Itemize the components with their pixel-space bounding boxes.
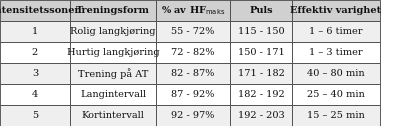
Bar [292,42,380,63]
Text: Langintervall: Langintervall [80,90,146,99]
Text: 150 - 171: 150 - 171 [238,48,284,57]
Text: Rolig langkjøring: Rolig langkjøring [70,27,156,36]
Bar [0,63,70,84]
Bar [156,105,230,126]
Text: 171 - 182: 171 - 182 [238,69,284,78]
Text: 182 - 192: 182 - 192 [238,90,284,99]
Text: 3: 3 [32,69,38,78]
Text: Hurtig langkjøring: Hurtig langkjøring [67,48,159,57]
Bar [156,84,230,105]
Text: Puls: Puls [249,6,273,15]
Bar [0,21,70,42]
Bar [70,63,156,84]
Text: 2: 2 [32,48,38,57]
Text: % av HF$_\mathrm{maks}$: % av HF$_\mathrm{maks}$ [161,4,225,17]
Text: 82 - 87%: 82 - 87% [171,69,215,78]
Text: 40 – 80 min: 40 – 80 min [307,69,365,78]
Text: 1 – 3 timer: 1 – 3 timer [309,48,363,57]
Text: 5: 5 [32,111,38,120]
Text: Treningsform: Treningsform [76,6,150,15]
Bar [292,21,380,42]
Bar [0,42,70,63]
Text: Trening på AT: Trening på AT [78,68,148,79]
Bar [156,63,230,84]
Text: Intensitetssoner: Intensitetssoner [0,6,80,15]
Bar [0,105,70,126]
Bar [230,105,292,126]
Text: 25 – 40 min: 25 – 40 min [307,90,365,99]
Text: 1: 1 [32,27,38,36]
Bar [0,0,70,21]
Bar [292,84,380,105]
Bar [292,105,380,126]
Bar [230,0,292,21]
Bar [292,63,380,84]
Bar [70,84,156,105]
Bar [70,42,156,63]
Text: 192 - 203: 192 - 203 [238,111,284,120]
Bar [156,0,230,21]
Text: 55 - 72%: 55 - 72% [171,27,215,36]
Bar [230,63,292,84]
Text: 72 - 82%: 72 - 82% [171,48,215,57]
Text: 15 – 25 min: 15 – 25 min [307,111,365,120]
Text: 1 – 6 timer: 1 – 6 timer [309,27,363,36]
Text: 92 - 97%: 92 - 97% [171,111,215,120]
Text: 4: 4 [32,90,38,99]
Text: 115 - 150: 115 - 150 [238,27,284,36]
Bar [70,21,156,42]
Bar [156,21,230,42]
Bar [70,0,156,21]
Bar [292,0,380,21]
Text: Effektiv varighet: Effektiv varighet [290,6,382,15]
Bar [70,105,156,126]
Bar [156,42,230,63]
Bar [230,84,292,105]
Text: Kortintervall: Kortintervall [82,111,144,120]
Bar [230,42,292,63]
Text: 87 - 92%: 87 - 92% [171,90,215,99]
Bar [230,21,292,42]
Bar [0,84,70,105]
